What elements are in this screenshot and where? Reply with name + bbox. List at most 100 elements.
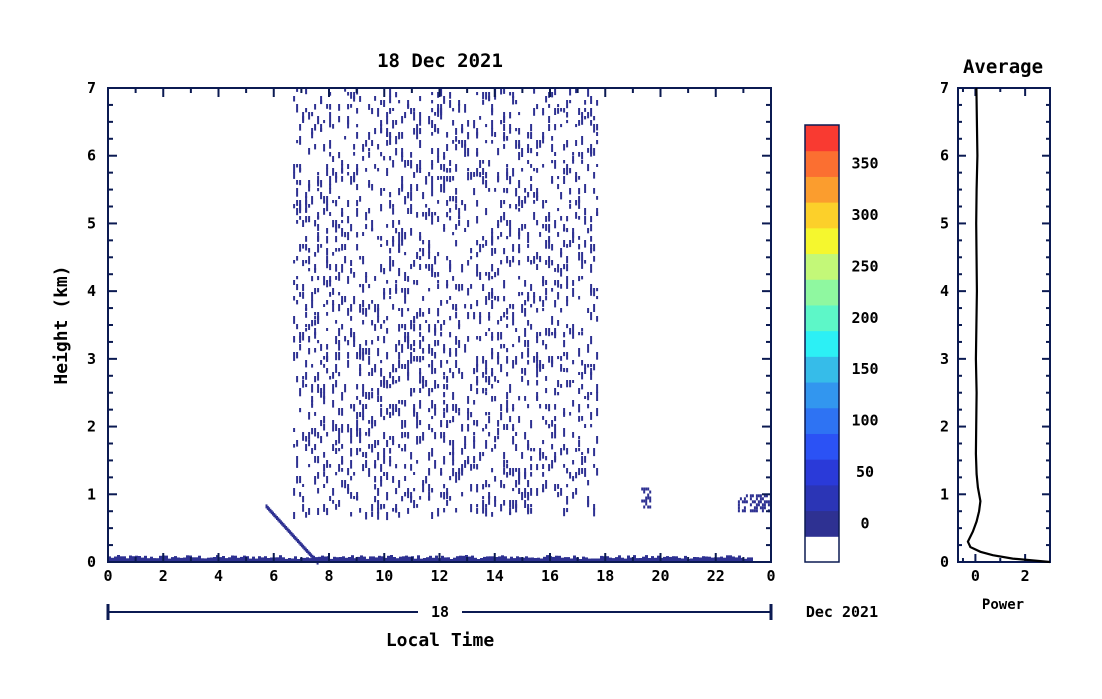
heatmap-cell [584, 468, 587, 477]
heatmap-cell [368, 208, 371, 214]
heatmap-cell [362, 284, 365, 293]
heatmap-cell [365, 168, 368, 172]
heatmap-cell [596, 408, 599, 417]
heatmap-cell [386, 408, 389, 415]
heatmap-cell [551, 432, 554, 439]
heatmap-cell [452, 416, 455, 423]
heatmap-cell [527, 292, 530, 300]
heatmap-cell [431, 100, 434, 104]
heatmap-cell [645, 487, 648, 491]
heatmap-cell [581, 276, 584, 280]
heatmap-cell [533, 192, 536, 198]
heatmap-cell [584, 424, 587, 428]
heatmap-cell [359, 96, 362, 102]
heatmap-cell [147, 558, 150, 562]
heatmap-cell [470, 284, 473, 289]
heatmap-cell [395, 344, 398, 353]
heatmap-cell [545, 288, 548, 296]
heatmap-cell [566, 168, 569, 176]
heatmap-cell [485, 208, 488, 216]
heatmap-cell [377, 168, 380, 172]
x-tick-label: 18 [596, 567, 614, 585]
heatmap-cell [434, 432, 437, 440]
heatmap-cell [371, 444, 374, 453]
heatmap-cell [277, 517, 280, 522]
heatmap-cell [416, 212, 419, 218]
heatmap-cell [368, 468, 371, 477]
heatmap-cell [392, 220, 395, 228]
heatmap-cell [464, 144, 467, 153]
heatmap-cell [669, 556, 672, 562]
heatmap-cell [341, 168, 344, 174]
heatmap-cell [308, 180, 311, 188]
heatmap-cell [440, 468, 443, 476]
heatmap-cell [323, 396, 326, 405]
heatmap-cell [536, 336, 539, 344]
heatmap-cell [594, 558, 597, 562]
heatmap-cell [368, 304, 371, 310]
heatmap-cell [503, 112, 506, 120]
heatmap-cell [297, 559, 300, 562]
heatmap-cell [347, 360, 350, 368]
heatmap-cell [515, 432, 518, 436]
heatmap-cell [434, 112, 437, 116]
heatmap-cell [428, 172, 431, 177]
heatmap-cell [506, 464, 509, 469]
heatmap-cell [398, 132, 401, 140]
heatmap-cell [305, 308, 308, 312]
heatmap-cell [326, 368, 329, 374]
heatmap-cell [473, 432, 476, 436]
y-tick-label: 0 [87, 553, 96, 571]
heatmap-cell [554, 300, 557, 308]
heatmap-cell [356, 232, 359, 238]
heatmap-cell [356, 396, 359, 400]
colorbar-swatch [805, 510, 839, 537]
heatmap-cell [374, 440, 377, 448]
heatmap-cell [299, 541, 302, 546]
heatmap-cell [624, 558, 627, 562]
heatmap-cell [380, 368, 383, 377]
heatmap-cell [560, 356, 563, 361]
colorbar-tick-label: 50 [856, 463, 874, 481]
heatmap-cell [548, 256, 551, 262]
heatmap-cell [374, 276, 377, 281]
heatmap-cell [341, 232, 344, 237]
heatmap-cell [395, 368, 398, 373]
average-y-tick-label: 6 [940, 147, 949, 165]
heatmap-cell [332, 388, 335, 394]
heatmap-cell [311, 112, 314, 117]
heatmap-cell [527, 296, 530, 302]
heatmap-cell [536, 140, 539, 149]
heatmap-cell [377, 440, 380, 446]
heatmap-cell [323, 144, 326, 152]
heatmap-cell [428, 208, 431, 217]
heatmap-cell [392, 120, 395, 129]
heatmap-cell [587, 396, 590, 401]
heatmap-cell [566, 112, 569, 118]
heatmap-cell [401, 240, 404, 246]
heatmap-cell [560, 364, 563, 369]
heatmap-cell [458, 472, 461, 481]
heatmap-cell [587, 448, 590, 454]
heatmap-cell [293, 336, 296, 343]
heatmap-cell [542, 112, 545, 116]
heatmap-cell [581, 468, 584, 474]
heatmap-cell [207, 557, 210, 562]
heatmap-cell [759, 494, 762, 498]
heatmap-cell [443, 152, 446, 159]
heatmap-cell [307, 550, 310, 555]
heatmap-cell [398, 512, 401, 518]
heatmap-cell [156, 558, 159, 562]
heatmap-cell [351, 555, 354, 562]
heatmap-cell [414, 558, 417, 562]
heatmap-cell [515, 100, 518, 105]
heatmap-cell [329, 140, 332, 149]
heatmap-cell [374, 164, 377, 169]
heatmap-cell [296, 440, 299, 447]
heatmap-cell [419, 400, 422, 409]
heatmap-cell [383, 156, 386, 161]
heatmap-cell [506, 356, 509, 364]
heatmap-cell [476, 464, 479, 470]
heatmap-cell [359, 364, 362, 371]
heatmap-cell [183, 557, 186, 562]
